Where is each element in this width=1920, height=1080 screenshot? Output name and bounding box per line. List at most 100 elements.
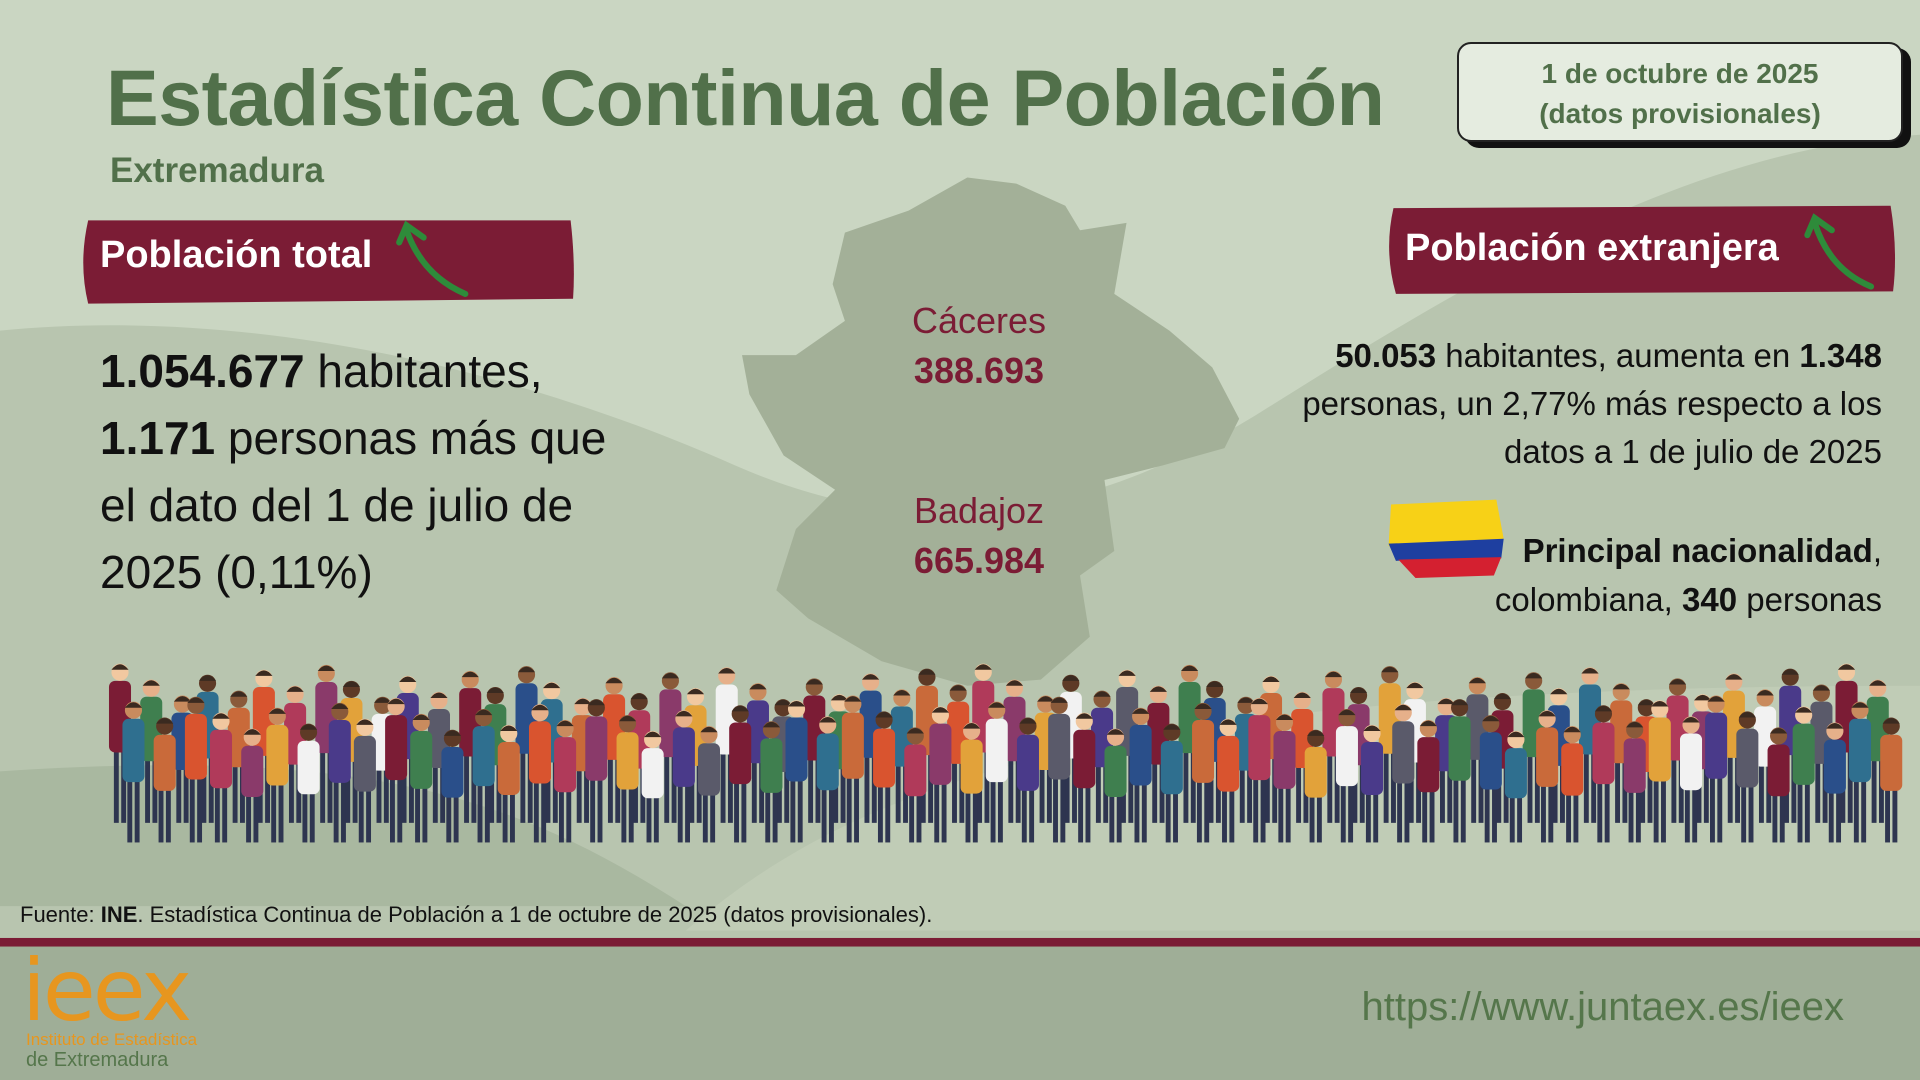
- url[interactable]: https://www.juntaex.es/ieex: [1361, 985, 1844, 1029]
- crowd-part: [356, 719, 374, 725]
- crowd-part: [1882, 718, 1900, 724]
- crowd-part: [916, 790, 922, 843]
- crowd-part: [1273, 731, 1296, 789]
- crowd-part: [1479, 732, 1502, 790]
- crowd-part: [830, 694, 848, 701]
- crowd-part: [432, 763, 438, 823]
- title: Estadística Continua de Población: [106, 53, 1385, 142]
- crowd-part: [1204, 779, 1210, 843]
- crowd-part: [500, 725, 518, 732]
- crowd-part: [187, 697, 205, 703]
- province-value: 665.984: [913, 540, 1045, 581]
- crowd-part: [566, 787, 572, 843]
- crowd-part: [1861, 779, 1867, 843]
- crowd-part: [675, 710, 693, 717]
- province-value: 388.693: [913, 350, 1045, 391]
- crowd-part: [352, 758, 358, 823]
- crowd-part: [415, 784, 420, 843]
- footer-line: [0, 937, 1920, 947]
- crowd-part: [574, 698, 592, 705]
- crowd-part: [142, 680, 160, 686]
- crowd-part: [374, 697, 392, 703]
- crowd-part: [1316, 791, 1322, 843]
- crowd-part: [1635, 787, 1641, 843]
- crowd-part: [984, 751, 990, 823]
- crowd-part: [1275, 714, 1294, 720]
- crowd-part: [1335, 726, 1358, 787]
- crowd-part: [1550, 688, 1568, 695]
- text-segment: personas más que el dato del 1 de julio …: [100, 412, 607, 598]
- crowd-part: [689, 762, 695, 823]
- crowd-part: [366, 786, 372, 843]
- crowd-part: [784, 767, 790, 823]
- crowd-part: [615, 757, 621, 823]
- crowd-part: [1885, 786, 1890, 843]
- crowd-part: [1851, 702, 1869, 708]
- crowd-part: [111, 664, 129, 670]
- text-segment: . Estadística Continua de Población a 1 …: [137, 902, 933, 927]
- crowd-part: [1060, 776, 1066, 843]
- crowd-part: [607, 757, 613, 823]
- text-segment: Fuente:: [20, 902, 101, 927]
- total-text: 1.054.677 habitantes, 1.171 personas más…: [100, 338, 640, 606]
- crowd-part: [502, 789, 508, 843]
- crowd-part: [1791, 753, 1797, 823]
- crowd-part: [527, 752, 533, 823]
- crowd-part: [985, 718, 1008, 783]
- crowd-part: [399, 676, 417, 683]
- crowd-part: [1671, 757, 1677, 823]
- crowd-part: [1725, 674, 1743, 680]
- crowd-part: [959, 760, 965, 823]
- crowd-part: [345, 758, 351, 823]
- crowd-part: [997, 779, 1003, 843]
- crowd-part: [358, 786, 364, 843]
- crowd-part: [840, 765, 846, 823]
- crowd-part: [963, 723, 981, 729]
- crowd-part: [1128, 753, 1134, 823]
- crowd-part: [590, 777, 596, 843]
- crowd-part: [1250, 698, 1268, 705]
- text-segment: 1.171: [100, 412, 216, 464]
- crowd-part: [1416, 759, 1422, 823]
- crowd-part: [1215, 758, 1221, 823]
- crowd-part: [1181, 665, 1199, 672]
- crowd-part: [952, 760, 957, 823]
- crowd-part: [1779, 790, 1785, 843]
- crowd-part: [1705, 712, 1728, 779]
- crowd-part: [621, 785, 627, 843]
- crowd-part: [1447, 766, 1453, 823]
- crowd-part: [597, 777, 603, 843]
- crowd-part: [266, 724, 289, 786]
- crowd-part: [173, 696, 192, 702]
- text-segment: INE: [100, 902, 138, 927]
- crowd-part: [1471, 757, 1477, 823]
- crowd-part: [1053, 776, 1058, 843]
- crowd-part: [390, 777, 395, 843]
- crowd-part: [489, 761, 495, 823]
- crowd-part: [762, 721, 780, 728]
- crowd-part: [618, 715, 637, 722]
- crowd-part: [1363, 725, 1381, 732]
- crowd-part: [646, 792, 652, 843]
- crowd-part: [1348, 782, 1354, 843]
- crowd-part: [576, 766, 582, 823]
- crowd-part: [1583, 752, 1589, 823]
- crowd-part: [1075, 713, 1093, 719]
- region: Extremadura: [110, 151, 324, 190]
- crowd-part: [1264, 756, 1270, 823]
- crowd-part: [1826, 723, 1844, 729]
- crowd-part: [1703, 765, 1709, 823]
- crowd-part: [554, 737, 577, 793]
- crowd-part: [871, 755, 877, 823]
- source: Fuente: INE. Estadística Continua de Pob…: [20, 902, 932, 928]
- crowd-part: [1008, 758, 1014, 823]
- crowd-part: [397, 777, 403, 843]
- crowd-part: [816, 733, 839, 791]
- logo: ieex: [22, 941, 192, 1041]
- crowd-part: [1429, 787, 1435, 843]
- crowd-part: [1159, 761, 1165, 823]
- crowd-part: [1478, 757, 1484, 823]
- crowd-part: [265, 753, 270, 823]
- crowd-part: [1682, 716, 1700, 723]
- crowd-part: [1612, 683, 1630, 690]
